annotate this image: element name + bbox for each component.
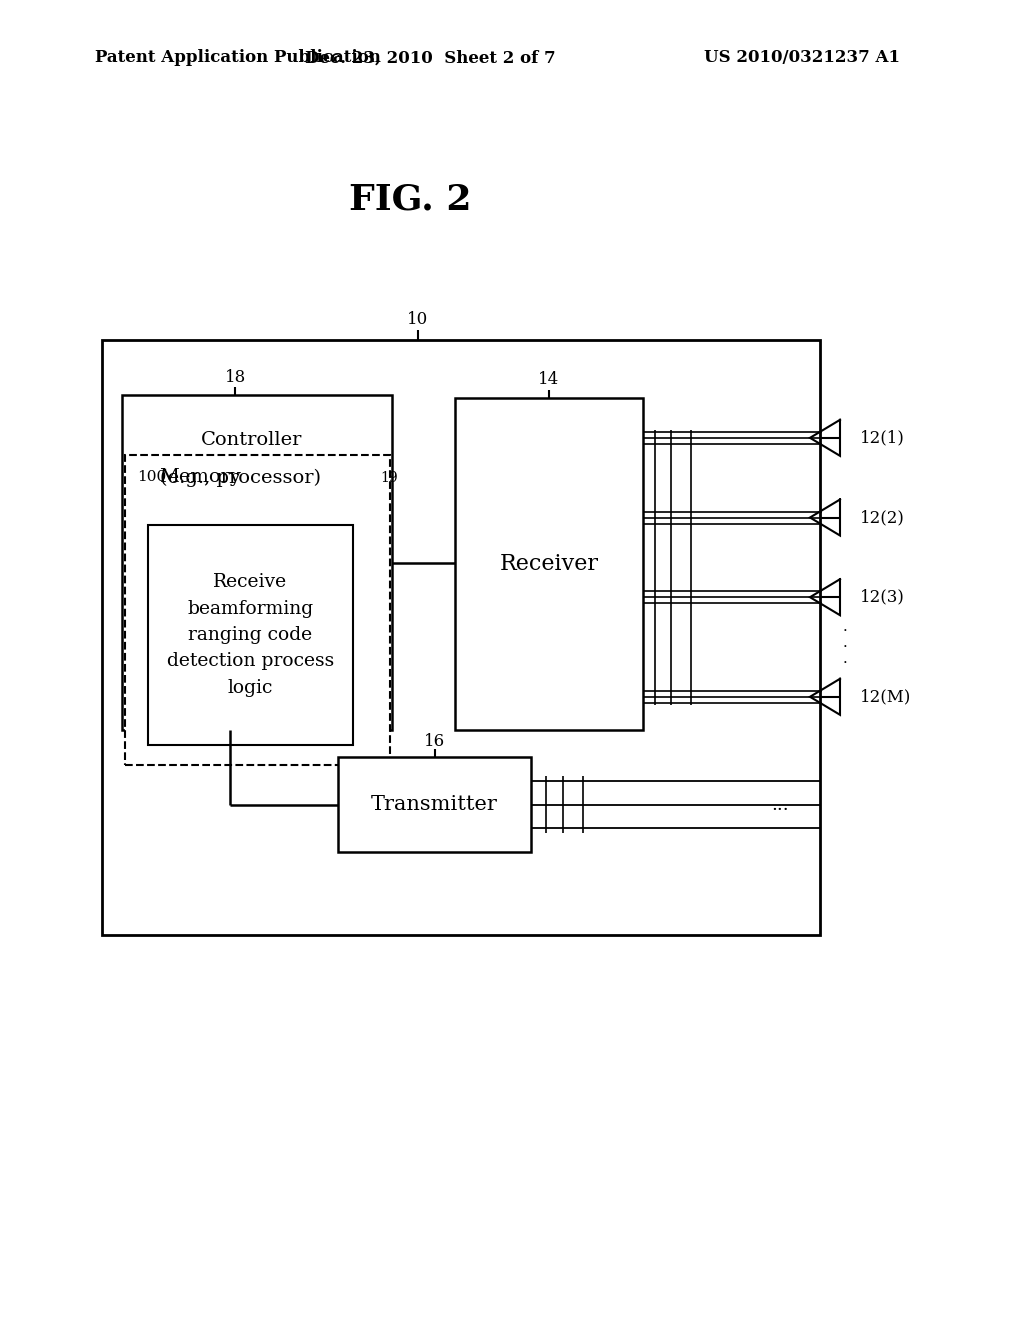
Text: ·
·
·: · · · xyxy=(843,624,848,671)
Bar xyxy=(338,756,531,851)
Text: Dec. 23, 2010  Sheet 2 of 7: Dec. 23, 2010 Sheet 2 of 7 xyxy=(305,49,555,66)
Bar xyxy=(148,525,353,744)
Text: 18: 18 xyxy=(225,368,246,385)
Text: 12(3): 12(3) xyxy=(860,589,905,606)
Bar xyxy=(125,455,390,766)
Text: 12(1): 12(1) xyxy=(860,429,905,446)
Text: FIG. 2: FIG. 2 xyxy=(349,183,471,216)
Text: Receive
beamforming
ranging code
detection process
logic: Receive beamforming ranging code detecti… xyxy=(167,573,334,697)
Bar xyxy=(102,341,820,935)
Text: 12(M): 12(M) xyxy=(860,688,911,705)
Text: Memory: Memory xyxy=(159,469,241,486)
Text: 12(2): 12(2) xyxy=(860,510,905,525)
Text: Receiver: Receiver xyxy=(500,553,598,576)
Text: 100: 100 xyxy=(137,470,166,484)
Text: US 2010/0321237 A1: US 2010/0321237 A1 xyxy=(705,49,900,66)
Text: Transmitter: Transmitter xyxy=(371,795,498,814)
Bar xyxy=(122,395,392,730)
Text: Controller: Controller xyxy=(201,432,302,449)
Text: ...: ... xyxy=(771,796,788,813)
Text: 10: 10 xyxy=(408,312,429,329)
Text: Patent Application Publication: Patent Application Publication xyxy=(95,49,381,66)
Text: 19: 19 xyxy=(380,471,397,484)
Text: 16: 16 xyxy=(424,733,445,750)
Bar xyxy=(455,399,643,730)
Text: 14: 14 xyxy=(539,371,560,388)
Text: (e.g., processor): (e.g., processor) xyxy=(161,469,322,487)
